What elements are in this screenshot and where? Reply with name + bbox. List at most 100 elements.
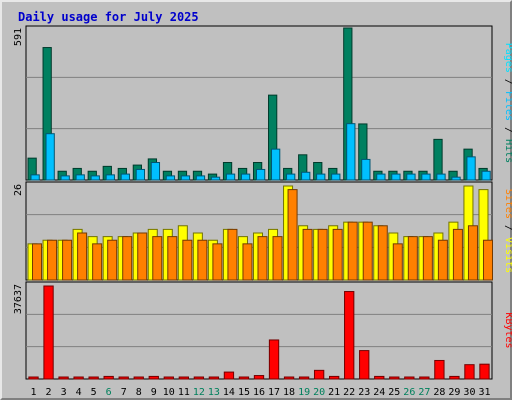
x-tick-label: 18 — [283, 387, 295, 398]
bar-kbytes — [359, 350, 370, 380]
x-tick-label: 11 — [178, 387, 190, 398]
axis-label-hits-files-pages: Pages / Files / Hits — [503, 43, 512, 163]
bar-files — [120, 173, 130, 181]
bar-files — [346, 123, 356, 181]
bar-files — [240, 173, 251, 181]
bar-files — [60, 175, 70, 181]
x-tick-label: 10 — [163, 387, 175, 398]
x-tick-label: 17 — [268, 387, 280, 398]
x-tick-label: 24 — [373, 387, 385, 398]
bar-sites — [437, 239, 448, 281]
chart-title: Daily usage for July 2025 — [18, 10, 199, 24]
bar-files — [180, 175, 191, 181]
bar-sites — [212, 243, 223, 281]
x-tick-label: 20 — [313, 387, 325, 398]
bar-files — [195, 175, 206, 181]
x-tick-label: 7 — [121, 387, 127, 398]
bar-sites — [467, 225, 478, 281]
axis-label-part: Pages — [503, 43, 512, 73]
x-tick-label: 31 — [478, 387, 490, 398]
bar-kbytes — [148, 375, 159, 380]
bar-files — [466, 156, 476, 181]
bar-sites — [377, 225, 388, 281]
bar-kbytes — [313, 369, 325, 380]
bar-files — [436, 173, 446, 181]
bar-kbytes — [178, 376, 189, 380]
x-tick-label: 1 — [31, 387, 37, 398]
x-tick-label: 9 — [151, 387, 157, 398]
bar-kbytes — [193, 376, 205, 380]
x-tick-label: 5 — [91, 387, 97, 398]
axis-label-sites-visits: Sites / Visits — [503, 189, 512, 273]
bar-files — [150, 162, 161, 181]
x-tick-label: 13 — [208, 387, 220, 398]
bar-files — [406, 173, 416, 181]
bar-sites — [167, 236, 178, 281]
bar-files — [165, 175, 176, 181]
bar-kbytes — [103, 375, 114, 380]
bar-sites — [407, 236, 418, 281]
bar-kbytes — [208, 376, 220, 380]
bar-files — [135, 168, 145, 181]
bar-sites — [482, 239, 493, 281]
panel-kbytes — [25, 281, 493, 380]
bar-kbytes — [133, 376, 144, 380]
bar-kbytes — [88, 376, 99, 380]
bar-kbytes — [43, 285, 54, 380]
bar-kbytes — [58, 376, 69, 380]
bar-sites — [452, 228, 463, 281]
bar-kbytes — [419, 376, 430, 380]
bar-kbytes — [28, 376, 39, 380]
bar-sites — [227, 228, 238, 281]
bar-kbytes — [434, 359, 445, 380]
bar-sites — [152, 236, 163, 281]
x-tick-label: 21 — [328, 387, 340, 398]
x-tick-label: 14 — [223, 387, 235, 398]
bar-sites — [392, 243, 403, 281]
x-tick-label: 3 — [61, 387, 67, 398]
bar-files — [451, 176, 461, 181]
bar-kbytes — [223, 371, 235, 380]
axis-label-separator: / — [503, 219, 512, 237]
bar-kbytes — [464, 364, 475, 380]
bar-files — [301, 171, 311, 181]
x-tick-label: 6 — [106, 387, 112, 398]
bar-sites — [107, 239, 118, 281]
bar-sites — [317, 228, 328, 281]
bar-sites — [92, 243, 103, 281]
bar-files — [286, 173, 296, 181]
bar-kbytes — [389, 376, 400, 380]
bar-kbytes — [374, 375, 385, 380]
bar-sites — [272, 236, 283, 281]
bar-sites — [362, 221, 373, 281]
bar-files — [376, 173, 386, 181]
bar-files — [481, 170, 491, 181]
bar-kbytes — [479, 363, 490, 380]
max-label-kbytes: 37637 — [13, 284, 24, 314]
axis-label-kbytes: KBytes — [503, 312, 512, 348]
bar-sites — [32, 243, 43, 281]
bar-kbytes — [449, 375, 460, 380]
x-tick-label: 23 — [358, 387, 370, 398]
axis-label-separator: / — [503, 73, 512, 91]
bar-kbytes — [344, 291, 355, 380]
bar-sites — [62, 239, 73, 281]
x-tick-label: 12 — [193, 387, 205, 398]
bar-sites — [257, 236, 268, 281]
max-label-sites-visits: 26 — [13, 184, 24, 196]
max-label-hits-files-pages: 591 — [13, 28, 24, 46]
bar-sites — [122, 236, 133, 281]
bar-sites — [422, 236, 433, 281]
bar-sites — [332, 228, 343, 281]
bar-files — [210, 176, 221, 181]
axis-label-part: Files — [503, 91, 512, 121]
x-tick-label: 26 — [403, 387, 415, 398]
bar-sites — [347, 221, 358, 281]
bar-kbytes — [329, 375, 340, 380]
bar-sites — [77, 232, 88, 281]
bar-files — [105, 174, 115, 181]
axis-label-part: Sites — [503, 189, 512, 219]
bar-kbytes — [118, 376, 129, 380]
